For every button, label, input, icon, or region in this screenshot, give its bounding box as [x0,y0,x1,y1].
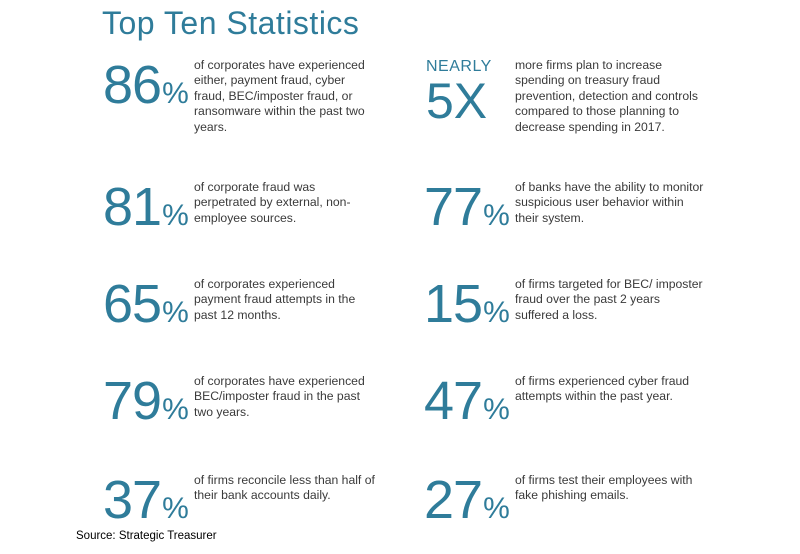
stat-description: of firms targeted for BEC/ imposter frau… [515,277,703,322]
stat-description: of banks have the ability to monitor sus… [515,180,704,225]
source-credit: Source: Strategic Treasurer [76,530,217,542]
stat-value: 37% [103,473,189,527]
stat-description: of corporates have experienced BEC/impos… [194,374,365,419]
stat-description: of corporates have experienced either, p… [194,58,365,134]
stat-value: 77% [424,180,510,234]
stat-number: 79 [103,371,162,431]
stat-number: 81 [103,177,162,237]
stat-value: 47% [424,374,510,428]
stat-description: of corporates experienced payment fraud … [194,277,356,322]
stat-value: 15% [424,277,510,331]
stat-description: more firms plan to increase spending on … [515,58,698,134]
stat-unit: % [162,199,189,232]
stat-description: of firms reconcile less than half of the… [194,473,375,503]
stat-number: 15 [424,274,483,334]
stat-number: 77 [424,177,483,237]
stat-value: 65% [103,277,189,331]
stat-number: 86 [103,55,162,115]
stat-description: of firms test their employees with fake … [515,473,693,503]
stat-prefix: NEARLY [426,58,492,75]
stat-description: of firms experienced cyber fraud attempt… [515,374,690,404]
stat-value: 27% [424,473,510,527]
stat-unit: % [483,296,510,329]
stat-number: 47 [424,371,483,431]
stat-number: 5X [426,73,488,129]
stat-unit: % [483,199,510,232]
stat-unit: % [483,492,510,525]
stat-value: 79% [103,374,189,428]
stat-unit: % [162,492,189,525]
stat-value: NEARLY 5X [424,58,492,126]
stat-unit: % [162,393,189,426]
stat-unit: % [483,393,510,426]
stat-number: 65 [103,274,162,334]
stat-number: 37 [103,470,162,530]
stat-unit: % [162,77,189,110]
page-title: Top Ten Statistics [102,5,360,41]
stat-value: 81% [103,180,189,234]
stat-number: 27 [424,470,483,530]
stat-value: 86% [103,58,189,112]
stat-unit: % [162,296,189,329]
stat-description: of corporate fraud was perpetrated by ex… [194,180,351,225]
